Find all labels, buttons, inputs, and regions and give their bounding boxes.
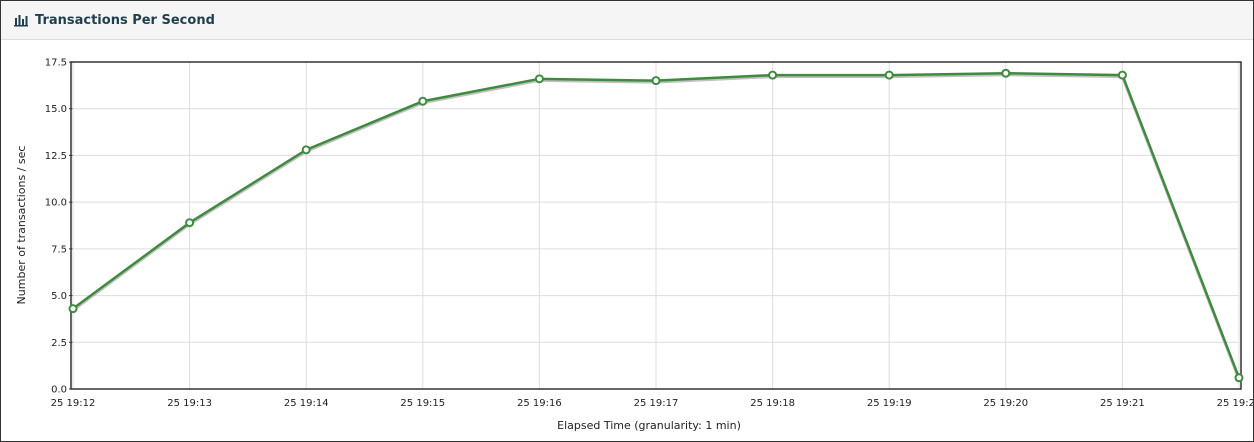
x-tick-label: 25 19:20: [983, 398, 1028, 409]
x-tick-label: 25 19:13: [167, 398, 212, 409]
x-tick-label: 25 19:22: [1217, 398, 1253, 409]
chart-title: Transactions Per Second: [35, 12, 215, 28]
chart: Number of transactions / sec Elapsed Tim…: [15, 58, 1253, 433]
point: [418, 96, 428, 106]
y-tick-label: 2.5: [51, 338, 67, 349]
point: [1234, 373, 1244, 383]
x-tick-label: 25 19:19: [867, 398, 912, 409]
x-tick-label: 25 19:12: [51, 398, 96, 409]
y-tick-label: 17.5: [45, 58, 67, 69]
point: [1001, 68, 1011, 78]
x-tick-label: 25 19:15: [400, 398, 445, 409]
y-tick-label: 15.0: [45, 104, 67, 115]
x-tick-label: 25 19:18: [750, 398, 795, 409]
x-axis-label: Elapsed Time (granularity: 1 min): [557, 419, 741, 432]
chart-icon: [14, 15, 28, 27]
point: [68, 304, 78, 314]
y-tick-label: 7.5: [51, 244, 67, 255]
point: [185, 218, 195, 228]
point: [301, 145, 311, 155]
y-tick-label: 5.0: [51, 291, 67, 302]
x-tick-label: 25 19:21: [1100, 398, 1145, 409]
point: [651, 76, 661, 86]
y-axis-label: Number of transactions / sec: [15, 146, 28, 305]
plot-frame: [70, 61, 1242, 390]
point: [768, 70, 778, 80]
point: [884, 70, 894, 80]
x-tick-label: 25 19:17: [634, 398, 679, 409]
point: [534, 74, 544, 84]
y-tick-label: 10.0: [45, 198, 67, 209]
panel-header: Transactions Per Second: [1, 1, 1253, 40]
y-tick-label: 12.5: [45, 151, 67, 162]
x-tick-label: 25 19:16: [517, 398, 562, 409]
x-tick-label: 25 19:14: [284, 398, 329, 409]
y-tick-label: 0.0: [51, 385, 67, 396]
point: [1117, 70, 1127, 80]
